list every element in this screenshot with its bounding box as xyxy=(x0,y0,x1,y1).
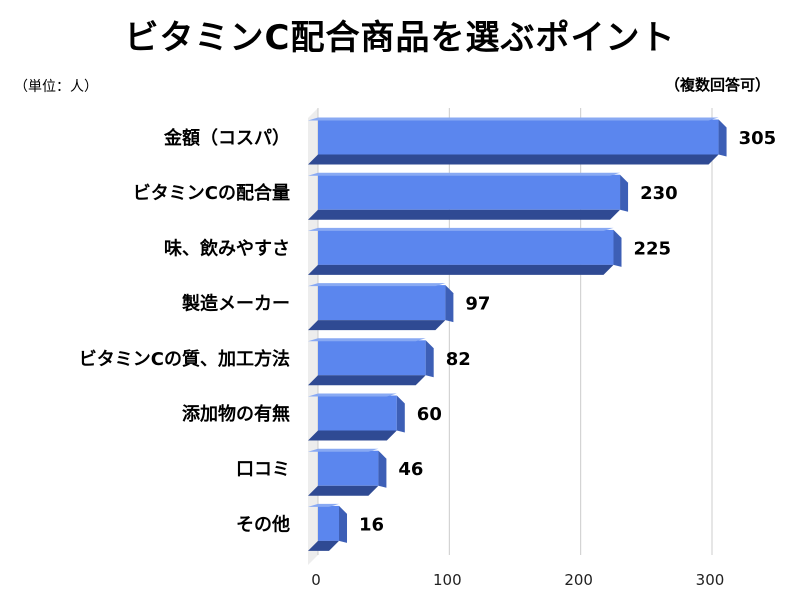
bar-end-face xyxy=(425,340,434,378)
bar-end-face xyxy=(620,174,629,212)
bar xyxy=(318,395,397,431)
bar xyxy=(318,285,446,321)
multiple-answer-note: （複数回答可） xyxy=(664,76,770,94)
bar-bottom-face xyxy=(308,375,426,386)
bar-value-label: 46 xyxy=(398,459,423,480)
bar-value-label: 305 xyxy=(739,128,777,149)
bar-top-face xyxy=(308,283,446,287)
category-label: ビタミンCの質、加工方法 xyxy=(79,348,290,370)
bar-bottom-face xyxy=(308,540,340,551)
category-label: 金額（コスパ） xyxy=(163,127,290,149)
bar-end-face xyxy=(445,285,454,323)
bar-bottom-face xyxy=(308,430,397,441)
bar-bottom-face xyxy=(308,209,621,220)
category-label: 口コミ xyxy=(236,459,290,480)
x-tick-label: 0 xyxy=(311,571,321,589)
bar-top-face xyxy=(308,338,426,342)
bar-end-face xyxy=(613,229,622,267)
bar-top-face xyxy=(308,448,379,452)
bar-end-face xyxy=(339,505,348,543)
category-label: 製造メーカー xyxy=(181,293,290,315)
bar xyxy=(318,174,621,210)
bar-end-face xyxy=(378,450,387,488)
category-label: ビタミンCの配合量 xyxy=(133,182,290,204)
bar-top-face xyxy=(308,172,621,176)
bar xyxy=(318,229,614,265)
category-label: 添加物の有無 xyxy=(182,403,290,425)
bar-bottom-face xyxy=(308,320,446,331)
bar-bottom-face xyxy=(308,154,719,165)
category-label: 味、飲みやすさ xyxy=(164,237,290,259)
bar-end-face xyxy=(396,395,405,433)
bar xyxy=(318,450,379,486)
x-tick-label: 100 xyxy=(433,571,462,589)
bar-value-label: 16 xyxy=(359,514,384,535)
bar-value-label: 225 xyxy=(634,238,672,259)
plot-side-wall xyxy=(308,108,318,565)
chart-title: ビタミンC配合商品を選ぶポイント xyxy=(124,18,676,58)
bar-end-face xyxy=(718,119,727,157)
bar-top-face xyxy=(308,393,397,397)
bar-bottom-face xyxy=(308,485,379,496)
bar-value-label: 97 xyxy=(465,294,490,315)
bar-value-label: 82 xyxy=(446,349,471,370)
bar xyxy=(318,340,426,376)
bar-top-face xyxy=(308,117,719,121)
unit-label: （単位：人） xyxy=(14,79,98,95)
bar-value-label: 60 xyxy=(417,404,442,425)
bar-top-face xyxy=(308,227,614,231)
x-tick-label: 300 xyxy=(696,571,725,589)
bar xyxy=(318,119,719,155)
bar-value-label: 230 xyxy=(640,183,678,204)
bar-bottom-face xyxy=(308,264,614,275)
x-tick-label: 200 xyxy=(564,571,593,589)
category-label: その他 xyxy=(236,513,290,535)
bar xyxy=(318,505,340,541)
bar-top-face xyxy=(308,503,340,507)
